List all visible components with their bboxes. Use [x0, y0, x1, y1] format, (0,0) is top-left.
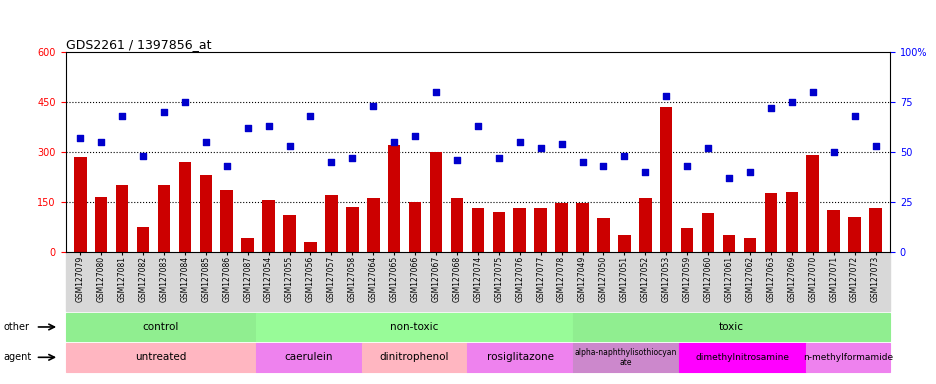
Text: GDS2261 / 1397856_at: GDS2261 / 1397856_at — [66, 38, 211, 51]
Point — [177, 99, 192, 105]
Bar — [179, 162, 191, 252]
Bar — [492, 212, 505, 252]
Bar — [241, 238, 254, 252]
Point — [595, 162, 610, 169]
Bar — [784, 192, 797, 252]
Point — [219, 162, 234, 169]
Bar — [345, 207, 358, 252]
Point — [763, 105, 778, 111]
Point — [344, 155, 359, 161]
Bar — [388, 145, 400, 252]
Point — [721, 175, 736, 181]
Point — [198, 139, 213, 145]
Bar — [826, 210, 839, 252]
Bar — [304, 242, 316, 252]
Bar — [659, 107, 672, 252]
Bar — [743, 238, 755, 252]
Point — [637, 169, 652, 175]
Bar — [638, 198, 651, 252]
Point — [490, 155, 505, 161]
Point — [114, 113, 129, 119]
Point — [94, 139, 109, 145]
Bar — [116, 185, 128, 252]
Point — [741, 169, 756, 175]
Point — [867, 142, 882, 149]
Point — [679, 162, 694, 169]
Text: dimethylnitrosamine: dimethylnitrosamine — [695, 353, 788, 362]
Bar — [220, 190, 233, 252]
Point — [240, 125, 255, 131]
Point — [553, 141, 568, 147]
Bar — [534, 208, 547, 252]
Bar — [596, 218, 609, 252]
Point — [73, 135, 88, 141]
Text: control: control — [142, 322, 179, 332]
Point — [826, 149, 841, 155]
Point — [365, 103, 380, 109]
Bar — [74, 157, 86, 252]
Bar — [680, 228, 693, 252]
Point — [783, 99, 798, 105]
Point — [512, 139, 527, 145]
Text: other: other — [4, 322, 30, 332]
Text: agent: agent — [4, 352, 32, 362]
Point — [616, 152, 631, 159]
Bar — [806, 155, 818, 252]
Text: non-toxic: non-toxic — [389, 322, 438, 332]
Text: rosiglitazone: rosiglitazone — [486, 352, 553, 362]
Point — [407, 132, 422, 139]
Text: dinitrophenol: dinitrophenol — [379, 352, 448, 362]
Point — [804, 89, 819, 95]
Bar — [367, 198, 379, 252]
Point — [324, 159, 339, 165]
Bar — [430, 152, 442, 252]
Point — [136, 152, 151, 159]
Point — [575, 159, 590, 165]
Point — [658, 93, 673, 99]
Bar — [325, 195, 337, 252]
Bar — [555, 203, 567, 252]
Text: toxic: toxic — [718, 322, 743, 332]
Text: n-methylformamide: n-methylformamide — [802, 353, 892, 362]
Bar — [722, 235, 735, 252]
Bar — [847, 217, 860, 252]
Point — [261, 122, 276, 129]
Bar — [157, 185, 170, 252]
Text: alpha-naphthylisothiocyan
ate: alpha-naphthylisothiocyan ate — [574, 348, 677, 367]
Bar — [471, 208, 484, 252]
Bar — [283, 215, 296, 252]
Bar — [576, 203, 588, 252]
Point — [533, 145, 548, 151]
Text: caerulein: caerulein — [285, 352, 332, 362]
Bar — [199, 175, 212, 252]
Point — [428, 89, 443, 95]
Bar — [764, 193, 776, 252]
Point — [449, 157, 464, 163]
Point — [156, 109, 171, 115]
Bar — [408, 202, 421, 252]
Bar — [450, 198, 462, 252]
Bar — [618, 235, 630, 252]
Text: untreated: untreated — [135, 352, 186, 362]
Bar — [137, 227, 149, 252]
Bar — [869, 208, 881, 252]
Point — [470, 122, 485, 129]
Bar — [95, 197, 108, 252]
Point — [302, 113, 317, 119]
Bar — [262, 200, 274, 252]
Bar — [513, 208, 525, 252]
Point — [387, 139, 402, 145]
Point — [846, 113, 861, 119]
Bar — [701, 213, 713, 252]
Point — [282, 142, 297, 149]
Point — [700, 145, 715, 151]
